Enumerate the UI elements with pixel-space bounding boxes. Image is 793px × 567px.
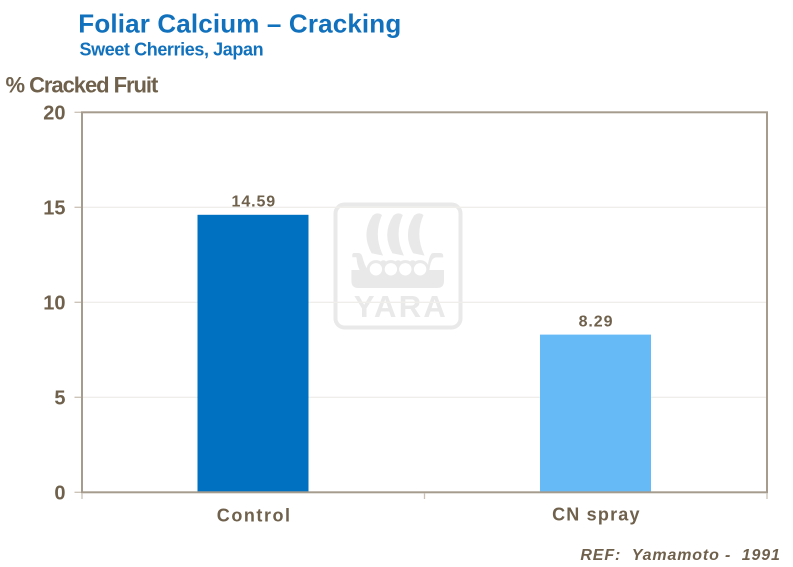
svg-text:% Cracked Fruit: % Cracked Fruit (6, 73, 159, 98)
svg-text:14.59: 14.59 (232, 194, 277, 211)
svg-text:15: 15 (43, 198, 65, 220)
svg-text:10: 10 (43, 293, 65, 315)
svg-text:5: 5 (54, 388, 65, 410)
svg-text:0: 0 (54, 483, 65, 505)
svg-text:20: 20 (43, 103, 65, 125)
svg-text:Control: Control (217, 506, 292, 526)
svg-text:Sweet Cherries, Japan: Sweet Cherries, Japan (80, 40, 264, 60)
svg-text:CN spray: CN spray (552, 505, 641, 525)
svg-text:8.29: 8.29 (579, 313, 614, 330)
svg-text:REF: Yamamoto - 1991: REF: Yamamoto - 1991 (580, 547, 780, 564)
svg-text:YARA: YARA (354, 289, 448, 324)
svg-text:Foliar Calcium – Cracking: Foliar Calcium – Cracking (78, 8, 401, 38)
